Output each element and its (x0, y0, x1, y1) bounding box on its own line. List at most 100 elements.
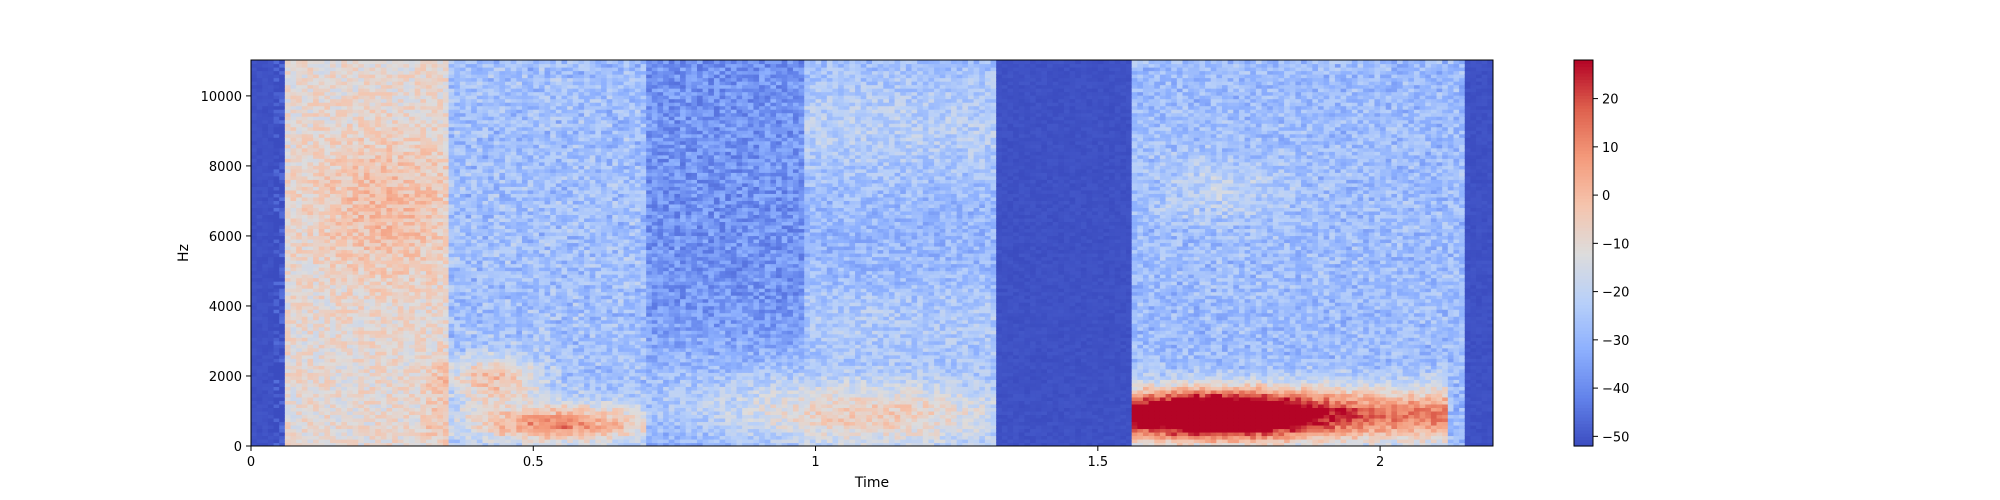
heatmap-cell (397, 238, 405, 244)
heatmap-cell (363, 330, 371, 335)
heatmap-cell (409, 263, 416, 268)
heatmap-cell (369, 351, 376, 356)
heatmap-cell (426, 112, 433, 117)
heatmap-cell (403, 144, 410, 149)
heatmap-cell (296, 91, 303, 96)
heatmap-cell (375, 260, 382, 265)
heatmap-cell (493, 231, 500, 237)
heatmap-cell (380, 281, 388, 286)
heatmap-cell (341, 168, 348, 173)
heatmap-cell (420, 88, 427, 93)
heatmap-cell (279, 382, 286, 387)
heatmap-cell (426, 242, 433, 247)
heatmap-cell (488, 337, 495, 342)
heatmap-cell (386, 309, 393, 314)
heatmap-cell (476, 203, 484, 208)
heatmap-cell (380, 277, 388, 282)
heatmap-cell (459, 365, 467, 370)
heatmap-cell (459, 105, 467, 110)
heatmap-cell (426, 354, 433, 359)
heatmap-cell (330, 256, 337, 261)
heatmap-cell (488, 284, 495, 289)
heatmap-cell (267, 91, 275, 96)
heatmap-cell (330, 165, 337, 170)
heatmap-cell (262, 372, 269, 377)
heatmap-cell (392, 186, 399, 191)
heatmap-cell (358, 84, 365, 89)
heatmap-cell (363, 98, 371, 103)
heatmap-cell (437, 298, 444, 303)
heatmap-cell (256, 298, 263, 303)
heatmap-cell (437, 354, 444, 359)
heatmap-cell (414, 144, 421, 149)
heatmap-cell (324, 137, 331, 142)
heatmap-cell (471, 235, 478, 240)
heatmap-cell (499, 421, 506, 426)
heatmap-cell (273, 351, 280, 356)
heatmap-cell (499, 119, 506, 124)
heatmap-cell (448, 249, 455, 254)
heatmap-cell (341, 109, 348, 114)
heatmap-cell (386, 182, 393, 187)
heatmap-cell (296, 403, 303, 408)
heatmap-cell (403, 354, 410, 359)
heatmap-cell (352, 242, 359, 247)
heatmap-cell (493, 256, 500, 261)
heatmap-cell (482, 309, 489, 314)
heatmap-cell (251, 105, 258, 110)
heatmap-cell (392, 161, 399, 166)
heatmap-cell (499, 417, 506, 423)
heatmap-cell (341, 417, 348, 423)
heatmap-cell (431, 67, 438, 72)
heatmap-cell (493, 158, 500, 163)
heatmap-cell (448, 389, 455, 394)
heatmap-cell (442, 144, 450, 149)
heatmap-cell (465, 189, 472, 194)
heatmap-cell (256, 340, 263, 345)
heatmap-cell (313, 316, 320, 321)
heatmap-cell (499, 372, 506, 377)
heatmap-cell (482, 358, 489, 363)
heatmap-cell (409, 372, 416, 377)
heatmap-cell (330, 347, 337, 352)
heatmap-cell (386, 263, 393, 268)
heatmap-cell (465, 70, 472, 75)
heatmap-cell (256, 267, 263, 272)
heatmap-cell (392, 396, 399, 401)
heatmap-cell (358, 207, 365, 212)
heatmap-cell (352, 102, 359, 107)
heatmap-cell (318, 224, 325, 230)
heatmap-cell (369, 238, 376, 244)
heatmap-cell (476, 267, 484, 272)
heatmap-cell (273, 326, 280, 331)
heatmap-cell (499, 112, 506, 117)
heatmap-cell (324, 309, 331, 314)
heatmap-cell (318, 249, 325, 254)
heatmap-cell (488, 424, 495, 430)
heatmap-cell (296, 281, 303, 286)
heatmap-cell (431, 221, 438, 226)
heatmap-cell (403, 217, 410, 223)
heatmap-cell (431, 375, 438, 380)
heatmap-cell (273, 193, 280, 198)
heatmap-cell (493, 323, 500, 328)
heatmap-cell (301, 217, 309, 223)
heatmap-cell (448, 175, 455, 180)
heatmap-cell (256, 284, 263, 289)
heatmap-cell (267, 224, 275, 230)
heatmap-cell (488, 288, 495, 293)
heatmap-cell (431, 189, 438, 194)
heatmap-cell (290, 245, 297, 251)
heatmap-cell (375, 403, 382, 408)
heatmap-cell (442, 330, 450, 335)
heatmap-cell (409, 245, 416, 251)
heatmap-cell (369, 81, 376, 86)
heatmap-cell (358, 337, 365, 342)
heatmap-cell (499, 428, 506, 433)
heatmap-cell (256, 245, 263, 251)
heatmap-cell (267, 137, 275, 142)
heatmap-cell (341, 60, 348, 65)
heatmap-cell (476, 270, 484, 275)
heatmap-cell (448, 140, 455, 145)
heatmap-cell (414, 102, 421, 107)
